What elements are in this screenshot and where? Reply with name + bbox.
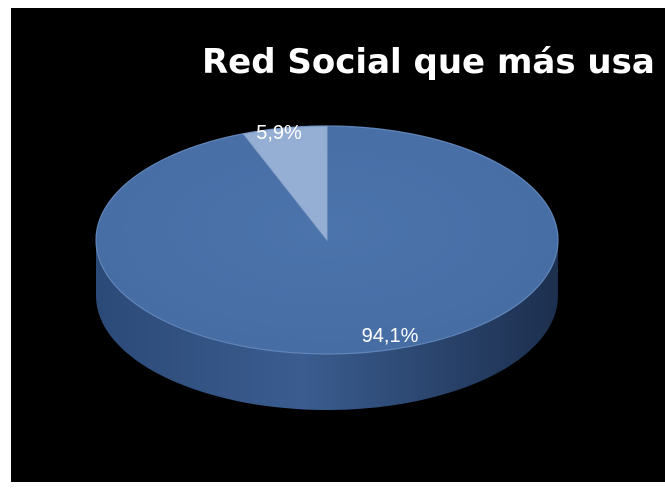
chart-area: Red Social que más usa 94,1% 5,9% xyxy=(11,8,665,482)
data-label-2: 5,9% xyxy=(256,122,302,144)
pie-chart: 94,1% 5,9% xyxy=(95,122,559,410)
data-label-1: 94,1% xyxy=(362,325,419,347)
pie-rim xyxy=(95,125,559,355)
pie-side-wall xyxy=(96,240,558,410)
chart-title: Red Social que más usa xyxy=(202,42,655,82)
